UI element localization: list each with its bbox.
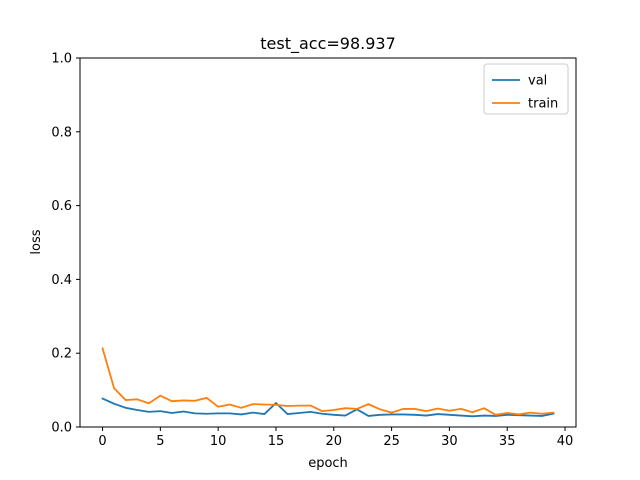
y-tick-label: 0.4	[51, 273, 72, 288]
chart-title: test_acc=98.937	[260, 34, 396, 54]
x-tick-label: 5	[156, 434, 164, 449]
y-tick-label: 1.0	[51, 52, 72, 67]
legend-box	[483, 63, 569, 115]
y-tick-label: 0.8	[51, 125, 72, 140]
axis-layer: 0 5 10 15 20 25 30 35 40 0.0 0.2 0.4 0.6 0.8 1.0	[51, 52, 577, 449]
x-tick-label: 0	[98, 434, 106, 449]
x-axis-label: epoch	[308, 456, 348, 471]
legend-label-val: val	[528, 74, 547, 89]
x-tick-label: 15	[268, 434, 285, 449]
series-layer	[101, 347, 555, 418]
legend-label-train: train	[528, 97, 558, 112]
y-axis-label: loss	[29, 229, 44, 254]
y-tick-label: 0.0	[51, 421, 72, 436]
plot-frame	[79, 57, 577, 428]
x-tick-label: 40	[557, 434, 574, 449]
x-tick-label: 30	[441, 434, 458, 449]
x-tick-label: 35	[499, 434, 516, 449]
series-line-train	[101, 347, 555, 416]
x-tick-label: 10	[210, 434, 227, 449]
x-tick-label: 20	[326, 434, 343, 449]
series-line-val	[101, 397, 555, 418]
y-tick-label: 0.6	[51, 199, 72, 214]
x-tick-label: 25	[383, 434, 400, 449]
legend: val train	[483, 63, 569, 115]
y-tick-label: 0.2	[51, 347, 72, 362]
